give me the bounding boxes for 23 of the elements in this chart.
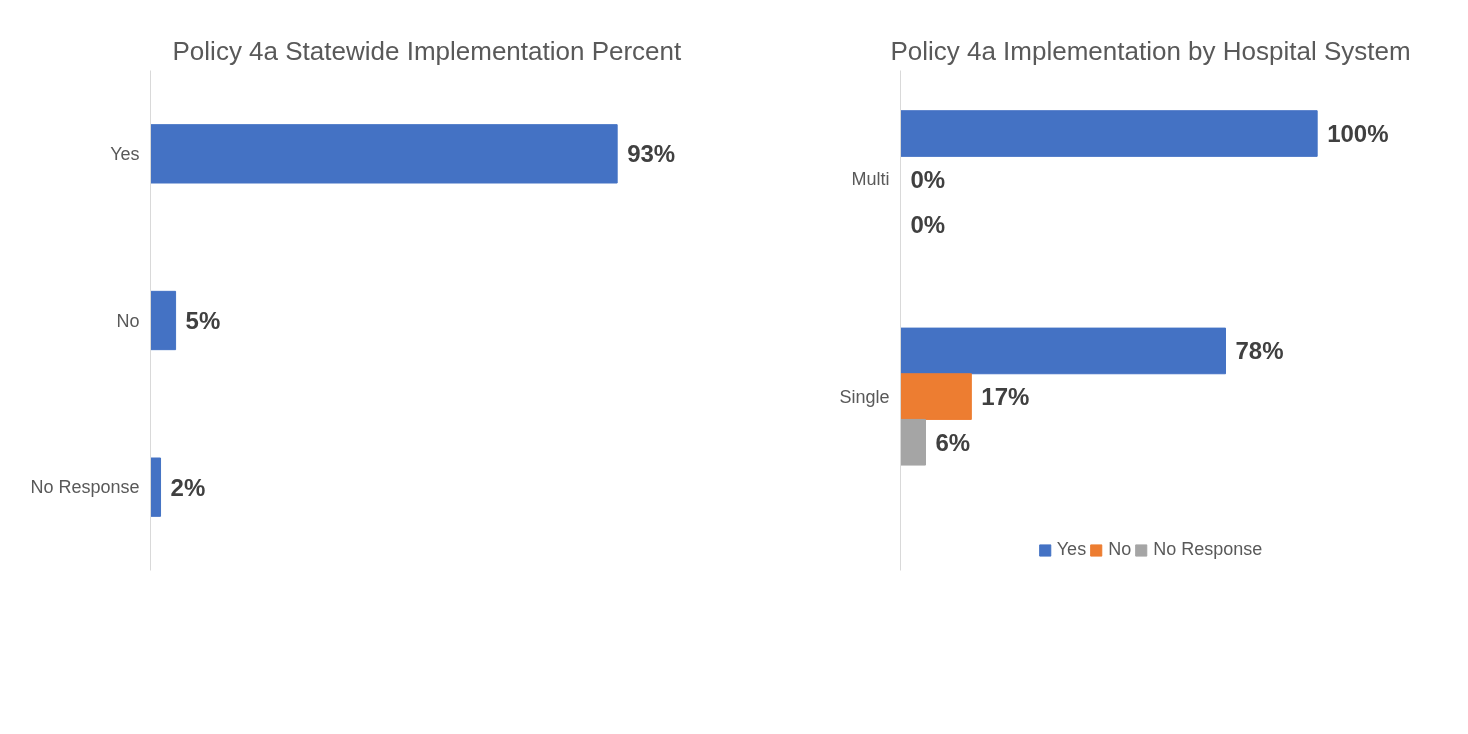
bar <box>900 110 1318 157</box>
chart-title: Policy 4a Implementation by Hospital System <box>890 35 1411 66</box>
legend-label: Yes <box>1056 539 1087 560</box>
legend-label: No Response <box>1153 539 1263 560</box>
y-tick-label: Yes <box>110 143 140 164</box>
bar <box>900 373 972 420</box>
y-tick-label: Single <box>839 386 890 407</box>
data-label: 2% <box>170 473 206 501</box>
chart-title: Policy 4a Statewide Implementation Percent <box>172 35 683 66</box>
bar <box>900 418 926 466</box>
data-label: 78% <box>1235 337 1284 365</box>
bar <box>900 327 1226 375</box>
data-label: 5% <box>185 307 221 334</box>
y-tick-label: No <box>116 310 140 331</box>
data-label: 6% <box>935 428 971 456</box>
data-label: 93% <box>627 140 676 168</box>
data-label: 0% <box>910 165 946 193</box>
y-tick-label: No Response <box>30 477 140 498</box>
data-label: 100% <box>1327 120 1389 148</box>
y-tick-label: Multi <box>851 169 890 190</box>
data-label: 0% <box>910 211 946 239</box>
data-label: 17% <box>981 383 1030 411</box>
legend-label: No <box>1108 539 1132 560</box>
